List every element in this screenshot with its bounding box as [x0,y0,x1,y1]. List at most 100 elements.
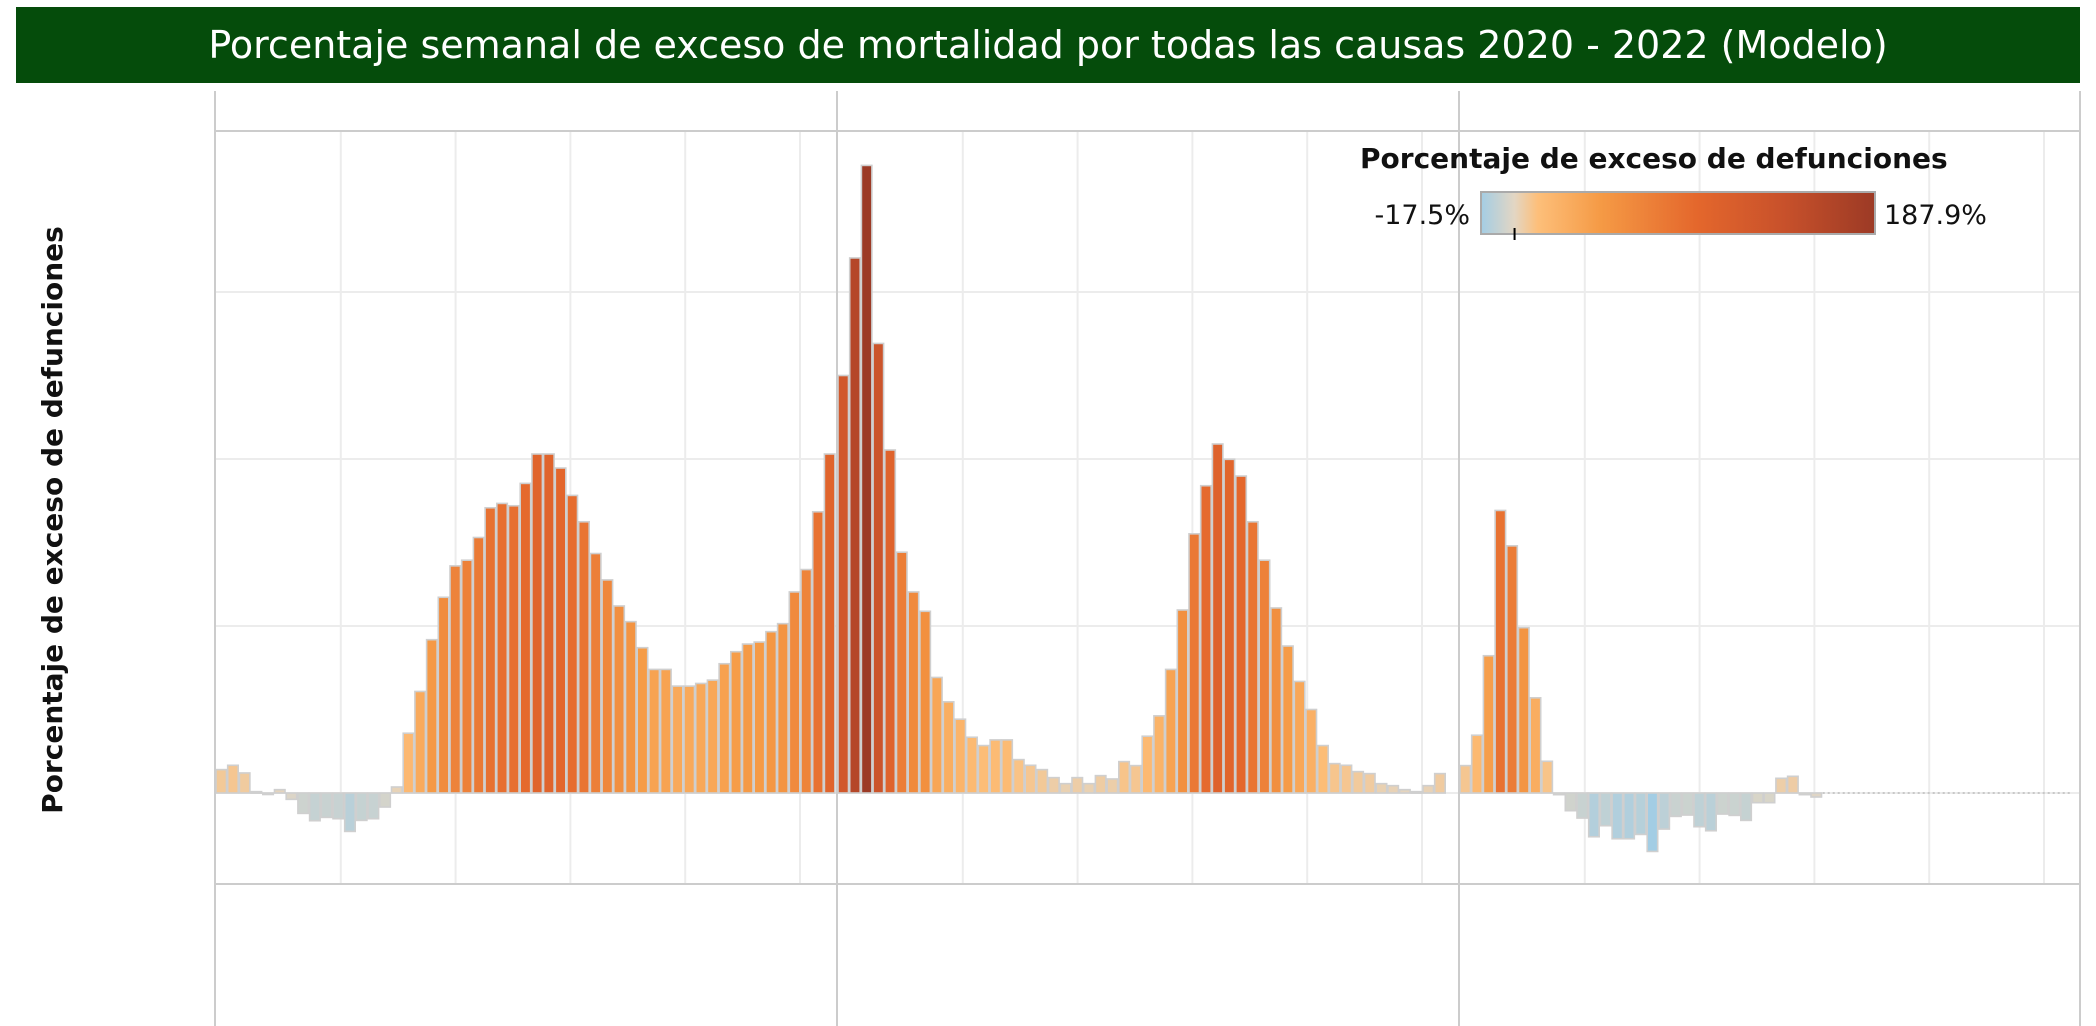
bar-2021-week-25 [1118,760,1131,794]
bar-2021-week-50 [1410,790,1423,794]
bar-2021-week-21 [1071,776,1084,794]
bar-2021-week-23 [1094,774,1107,794]
bar-2021-week-48 [1387,784,1400,794]
bar-2021-week-15 [1000,739,1014,794]
bar-2021-week-52 [1433,772,1446,794]
bar-2021-week-4 [872,342,885,794]
bar-2021-week-6 [895,551,908,794]
bar-2021-week-49 [1398,788,1411,794]
bar-2020-week-9 [308,792,321,822]
bar-2020-week-6 [273,788,286,794]
bar-2022-week-18 [1658,792,1671,830]
bar-2022-week-30 [1798,792,1811,796]
bar-2020-week-42 [694,682,708,794]
bar-2022-week-21 [1693,792,1706,828]
bar-2020-week-29 [542,453,555,794]
bar-2022-week-27 [1763,792,1776,804]
bar-2020-week-39 [659,668,672,794]
bar-2021-week-43 [1328,762,1341,794]
bar-2021-week-14 [989,739,1002,794]
bar-2020-week-7 [285,792,298,801]
legend-max-label: 187.9% [1884,200,1987,231]
bar-2022-week-31 [1810,792,1823,798]
bar-2022-week-8 [1541,760,1554,794]
bar-2020-week-33 [589,552,602,794]
bar-2022-week-1 [1459,764,1472,794]
bar-2021-week-9 [930,676,943,794]
bar-2020-week-35 [612,605,626,794]
bar-2022-week-29 [1786,775,1799,794]
bar-2020-week-52 [811,510,825,794]
bar-2020-week-50 [788,591,801,794]
bar-2022-week-5 [1506,545,1519,794]
bar-2020-week-22 [460,559,474,794]
bar-2022-week-15 [1623,792,1636,840]
bar-2021-week-33 [1211,443,1224,794]
bar-2020-week-25 [495,502,509,794]
bar-2020-week-19 [425,638,438,794]
bar-2021-week-7 [907,591,920,794]
bar-2022-week-6 [1517,626,1530,794]
bar-2022-week-14 [1611,792,1624,840]
bar-2022-week-13 [1599,792,1612,827]
bar-2020-week-16 [390,786,403,794]
bar-2021-week-26 [1129,764,1142,794]
bar-2021-week-3 [860,164,873,794]
bar-2022-week-10 [1564,792,1577,812]
bar-2020-week-48 [765,630,778,794]
bar-2020-week-14 [367,792,380,820]
bar-2020-week-18 [414,690,427,794]
bar-2020-week-17 [402,732,415,794]
bar-2020-week-36 [624,620,637,794]
legend-title: Porcentaje de exceso de defunciones [1360,142,1948,175]
bar-2021-week-37 [1258,559,1271,794]
bar-2020-week-15 [378,792,392,808]
color-legend: Porcentaje de exceso de defunciones -17.… [1360,142,1987,240]
bar-2020-week-51 [800,568,813,794]
bar-2021-week-45 [1352,770,1365,794]
bar-2020-week-32 [577,520,591,794]
bar-2021-week-36 [1246,520,1259,794]
bar-2022-week-20 [1681,792,1694,816]
bar-2020-week-4 [250,790,263,794]
bar-2020-week-44 [718,662,731,794]
bar-2020-week-31 [566,494,579,794]
bar-2021-week-8 [919,610,932,794]
bar-2020-week-1 [215,768,228,794]
bar-2020-week-47 [753,641,766,794]
bar-2020-week-37 [636,646,649,794]
bar-2021-week-32 [1199,484,1212,794]
bar-2021-week-39 [1281,645,1294,794]
bar-2021-week-1 [837,374,850,794]
bar-2021-week-2 [848,257,862,794]
bar-2020-week-2 [226,764,239,794]
bar-2022-week-23 [1716,792,1729,815]
bar-2020-week-30 [554,467,567,794]
bar-2021-week-44 [1340,764,1353,794]
bar-2021-week-18 [1036,768,1049,794]
bar-2020-week-38 [648,668,661,794]
bar-2021-week-11 [954,718,967,794]
bar-2022-week-7 [1529,697,1542,794]
bar-2022-week-25 [1740,792,1753,822]
legend-min-label: -17.5% [1374,200,1470,231]
bar-2020-week-10 [320,792,333,819]
bar-2020-week-26 [507,504,520,794]
bar-2022-week-26 [1751,792,1764,804]
bar-2022-week-19 [1669,792,1682,818]
bar-2021-week-10 [942,701,955,794]
legend-gradient-bar [1480,191,1876,235]
bar-2021-week-16 [1012,758,1025,794]
bar-2020-week-43 [706,679,719,794]
bar-2021-week-28 [1153,715,1166,794]
bar-2021-week-19 [1047,776,1060,794]
bar-2022-week-3 [1482,654,1495,794]
bar-2020-week-24 [484,506,497,794]
bar-2020-week-13 [355,792,368,822]
bar-2021-week-47 [1375,782,1388,794]
bar-2022-week-22 [1704,792,1717,832]
bar-2021-week-29 [1164,668,1177,794]
bar-2022-week-16 [1634,792,1647,836]
bar-2022-week-4 [1494,509,1507,794]
